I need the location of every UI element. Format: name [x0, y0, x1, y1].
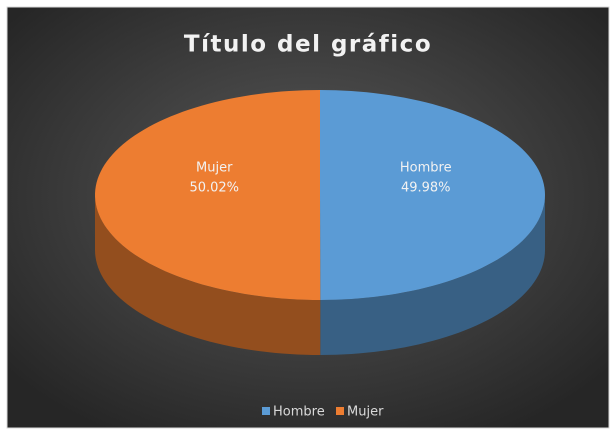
legend-swatch	[262, 407, 270, 415]
legend-label: Hombre	[273, 405, 325, 420]
data-label-category: Mujer	[196, 161, 233, 176]
slice-side	[320, 195, 545, 355]
slice	[320, 90, 545, 300]
legend-swatch	[336, 407, 344, 415]
slice	[95, 90, 321, 300]
data-label-value: 50.02%	[189, 181, 239, 196]
legend-label: Mujer	[347, 405, 384, 420]
slice-side	[95, 195, 321, 355]
chart-title: Título del gráfico	[184, 32, 432, 58]
data-label-value: 49.98%	[401, 180, 451, 195]
data-label-category: Hombre	[400, 160, 452, 175]
